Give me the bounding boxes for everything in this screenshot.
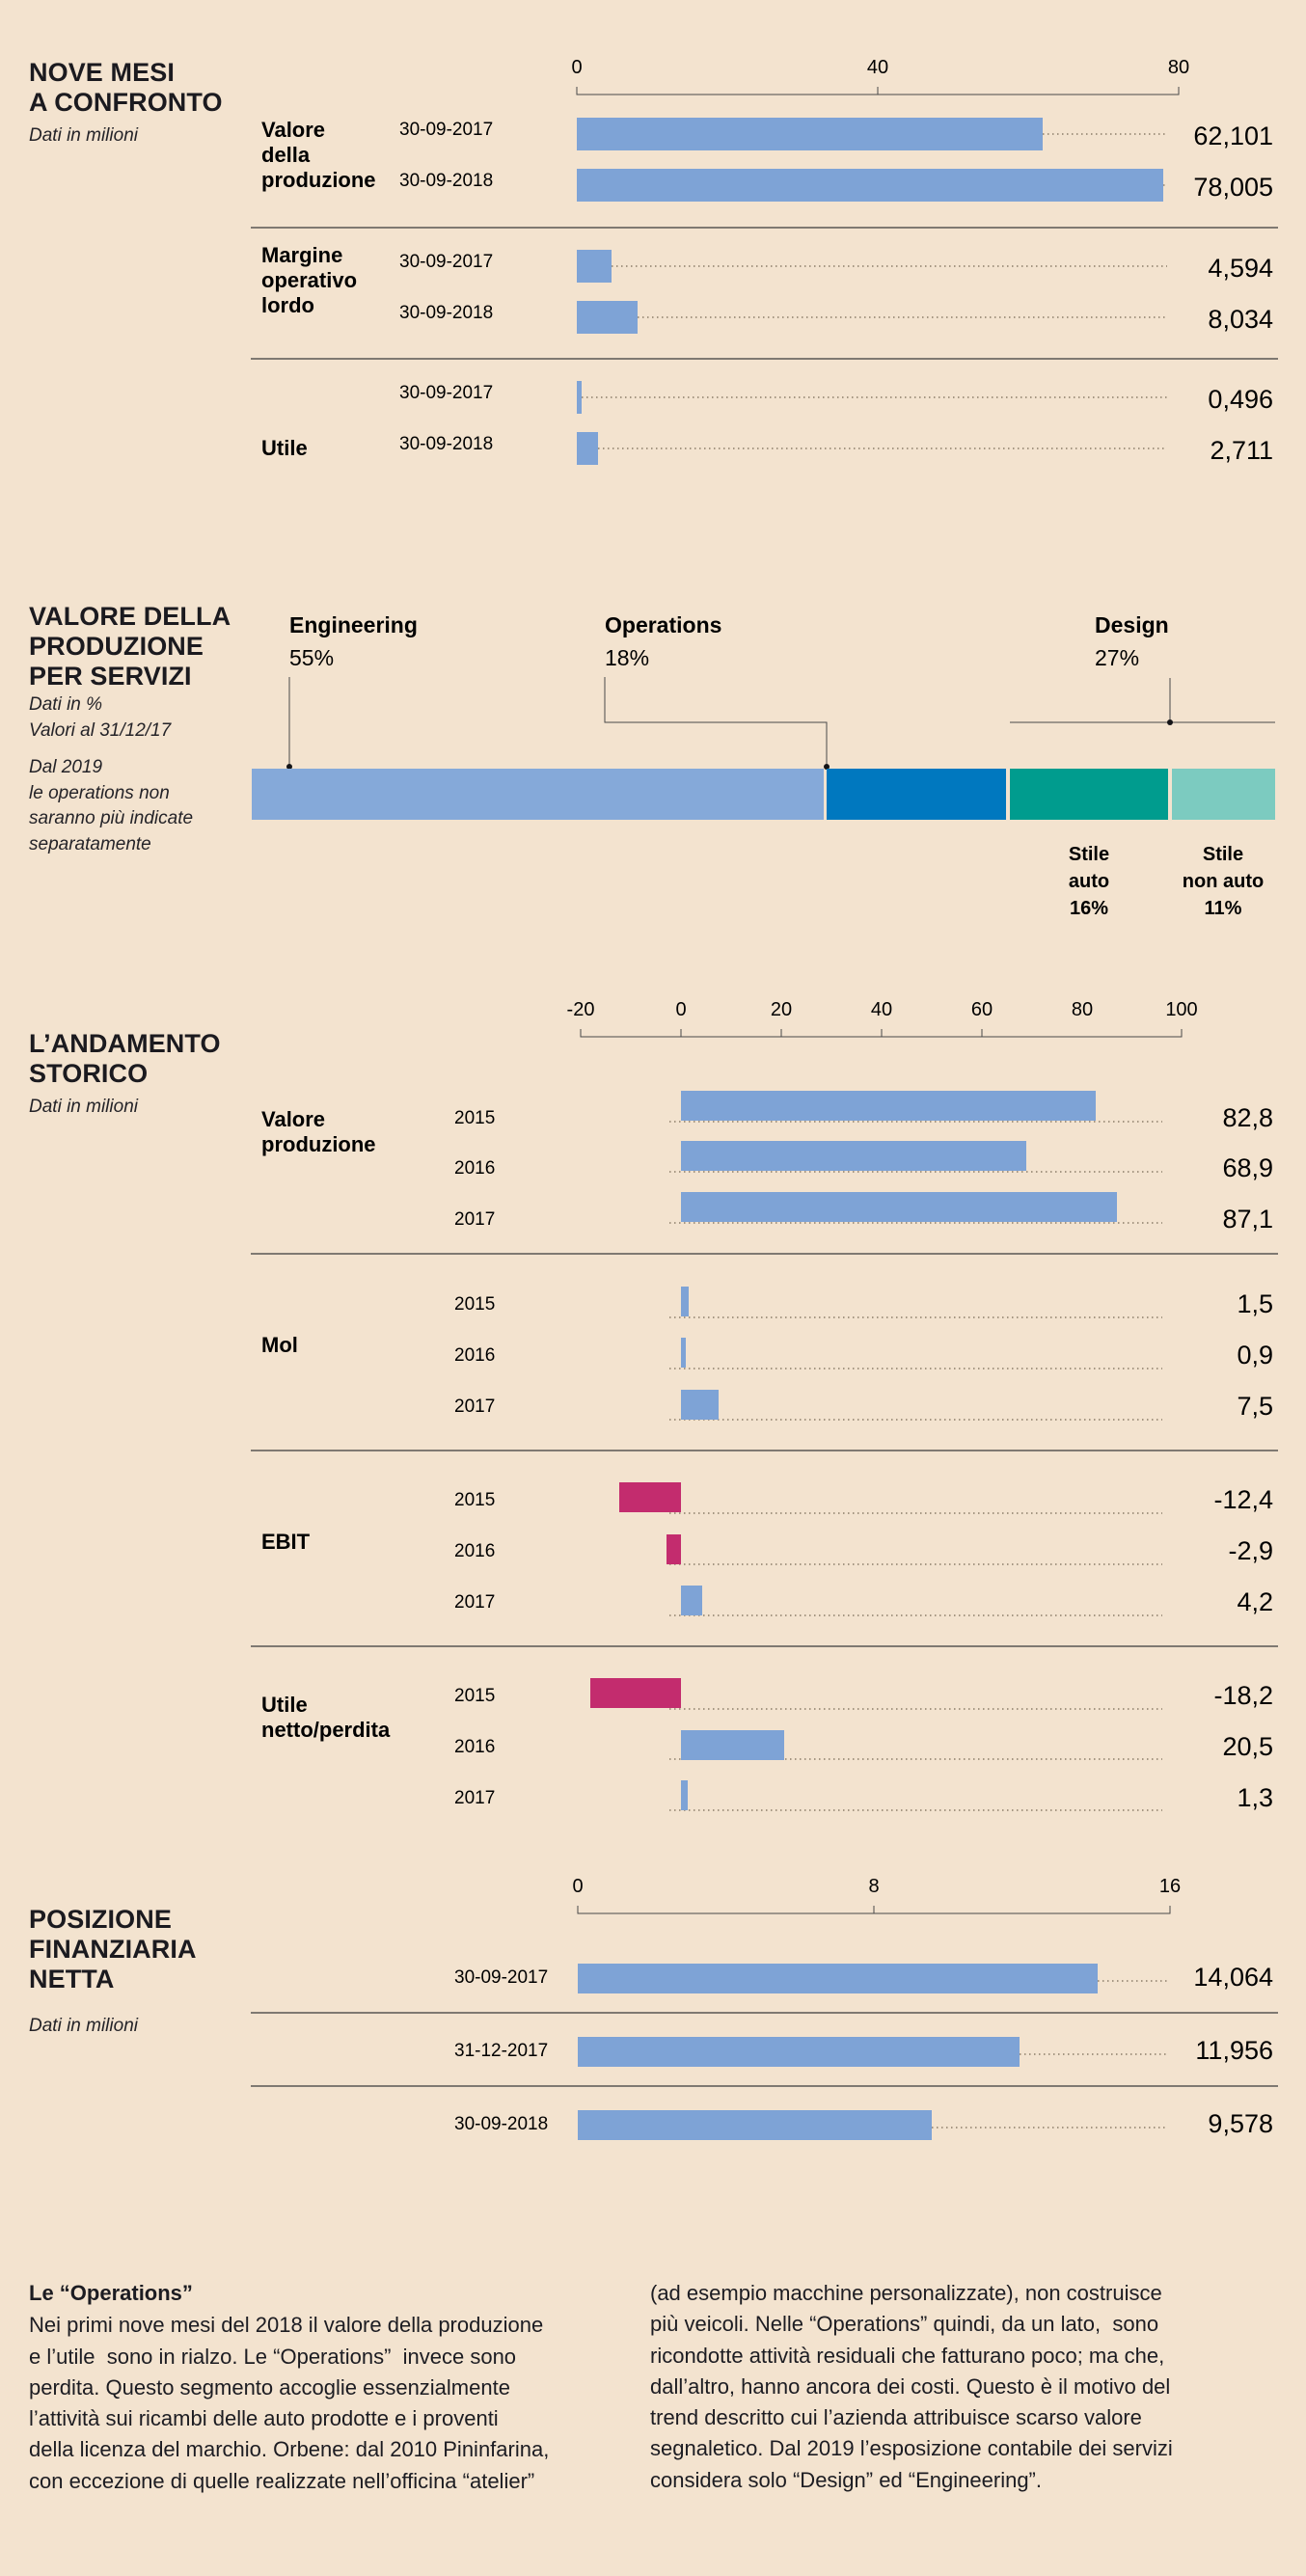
svg-text:31-12-2017: 31-12-2017 xyxy=(454,2041,548,2061)
svg-text:0: 0 xyxy=(572,1876,583,1897)
svg-text:9,578: 9,578 xyxy=(1208,2109,1273,2138)
svg-text:30-09-2018: 30-09-2018 xyxy=(454,2114,548,2134)
svg-text:11,956: 11,956 xyxy=(1195,2036,1273,2065)
svg-text:8: 8 xyxy=(868,1876,879,1897)
svg-text:16: 16 xyxy=(1159,1876,1181,1897)
svg-text:30-09-2017: 30-09-2017 xyxy=(454,1967,548,1988)
svg-text:14,064: 14,064 xyxy=(1193,1963,1273,1992)
